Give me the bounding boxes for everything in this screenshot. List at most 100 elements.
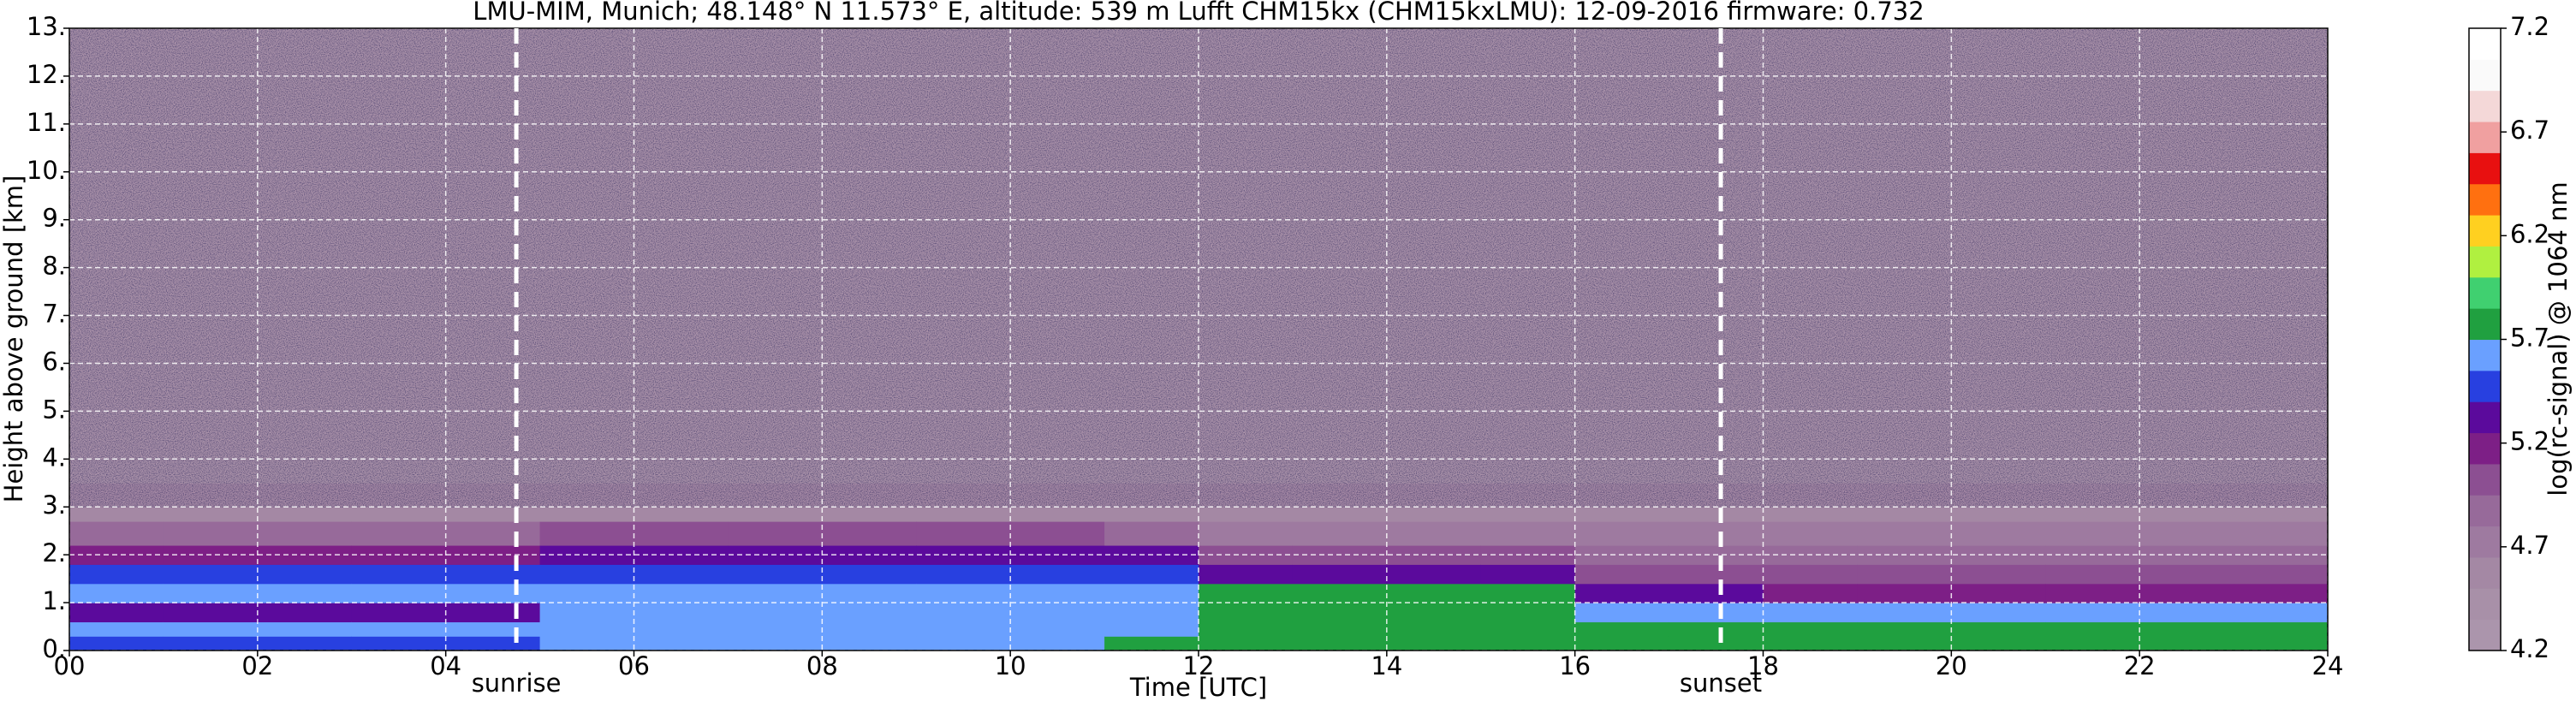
cell	[1386, 564, 1482, 585]
cell	[163, 583, 259, 603]
cell	[916, 621, 1011, 637]
cell	[822, 636, 917, 651]
cell	[539, 564, 635, 585]
cell	[539, 621, 635, 637]
y-axis-label: Height above ground [km]	[0, 175, 28, 503]
annotation-label: sunset	[1680, 668, 1762, 698]
cell	[163, 621, 259, 637]
y-tick-label: 12.	[27, 60, 66, 89]
cell	[1763, 564, 1859, 585]
y-tick-label: 11.	[27, 108, 66, 137]
cell	[445, 564, 541, 585]
x-tick-label: 24	[2312, 651, 2344, 680]
cell	[1669, 564, 1764, 585]
y-tick-label: 2.	[42, 538, 66, 567]
cell	[1857, 564, 1952, 585]
colorbar-swatch	[2469, 122, 2501, 153]
cell	[1386, 583, 1482, 603]
colorbar-swatch	[2469, 246, 2501, 278]
cell	[1763, 621, 1859, 637]
cell	[2139, 564, 2234, 585]
cell	[2234, 603, 2328, 623]
y-tick-label: 10.	[27, 156, 66, 185]
cell	[1574, 583, 1670, 603]
colorbar-swatch	[2469, 432, 2501, 465]
cell	[445, 636, 541, 651]
cell	[728, 621, 823, 637]
colorbar-tick-label: 7.2	[2510, 12, 2549, 41]
cell	[1292, 583, 1388, 603]
colorbar-swatch	[2469, 90, 2501, 122]
x-tick-label: 18	[1747, 651, 1779, 680]
cell	[916, 603, 1011, 623]
cell	[163, 521, 259, 546]
x-tick-label: 10	[995, 651, 1026, 680]
cell	[1857, 521, 1952, 546]
cell	[1386, 636, 1482, 651]
cell	[445, 521, 541, 546]
colorbar-swatch	[2469, 401, 2501, 434]
cell	[351, 521, 447, 546]
cell	[1292, 603, 1388, 623]
cell	[728, 636, 823, 651]
cell	[2139, 636, 2234, 651]
cell	[2139, 603, 2234, 623]
cell	[1199, 564, 1294, 585]
annotation-label: sunrise	[472, 668, 562, 698]
cell	[1857, 603, 1952, 623]
cell	[634, 621, 729, 637]
cell	[351, 564, 447, 585]
y-tick-label: 1.	[42, 586, 66, 615]
cell	[2045, 621, 2140, 637]
cell	[1763, 603, 1859, 623]
cell	[1951, 564, 2046, 585]
cell	[634, 521, 729, 546]
cell	[257, 564, 353, 585]
cell	[1480, 621, 1576, 637]
cell	[69, 521, 164, 546]
cell	[2045, 603, 2140, 623]
y-tick-label: 3.	[42, 490, 66, 520]
cell	[2139, 621, 2234, 637]
x-tick-label: 04	[430, 651, 461, 680]
colorbar-tick-label: 4.7	[2510, 531, 2549, 560]
colorbar-tick-label: 6.7	[2510, 116, 2549, 145]
cell	[2045, 564, 2140, 585]
colorbar-tick-label: 4.2	[2510, 634, 2549, 663]
cell	[69, 636, 164, 651]
x-tick-label: 02	[241, 651, 273, 680]
y-tick-label: 4.	[42, 443, 66, 472]
colorbar-swatch	[2469, 339, 2501, 371]
cell	[445, 621, 541, 637]
cell	[1292, 521, 1388, 546]
colorbar-swatch	[2469, 59, 2501, 92]
colorbar-swatch	[2469, 215, 2501, 247]
cell	[1010, 636, 1105, 651]
cell	[351, 603, 447, 623]
cell	[1292, 636, 1388, 651]
x-tick-label: 16	[1559, 651, 1591, 680]
cell	[1386, 521, 1482, 546]
cell	[1199, 603, 1294, 623]
cell	[1010, 621, 1105, 637]
y-tick-label: 5.	[42, 395, 66, 424]
cell	[69, 564, 164, 585]
cell	[1951, 583, 2046, 603]
cell	[1480, 636, 1576, 651]
cell	[2045, 521, 2140, 546]
cell	[916, 521, 1011, 546]
cell	[1104, 564, 1199, 585]
cell	[1574, 564, 1670, 585]
x-axis-label: Time [UTC]	[1129, 673, 1267, 702]
cell	[1104, 521, 1199, 546]
cell	[1669, 603, 1764, 623]
x-tick-label: 08	[806, 651, 838, 680]
colorbar-swatch	[2469, 183, 2501, 216]
cell	[1104, 636, 1199, 651]
cell	[634, 636, 729, 651]
cell	[257, 521, 353, 546]
cell	[822, 621, 917, 637]
y-tick-label: 0.	[42, 634, 66, 663]
cell	[539, 583, 635, 603]
